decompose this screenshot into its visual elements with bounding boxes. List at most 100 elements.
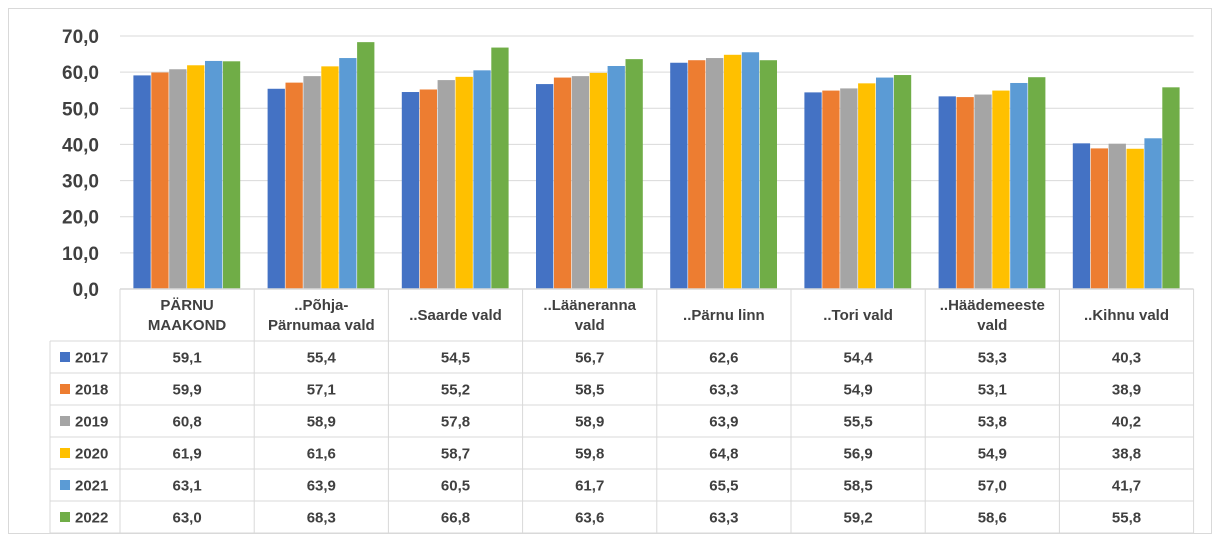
legend-key [60,480,70,490]
data-label: 63,0 [172,510,201,527]
bar [321,66,339,289]
data-label: 53,3 [978,350,1007,367]
data-label: 65,5 [709,478,738,495]
y-tick-label: 50,0 [62,99,99,120]
data-label: 63,9 [709,414,738,431]
y-tick-label: 60,0 [62,63,99,84]
bar [473,70,491,289]
data-label: 53,1 [978,382,1007,399]
bar [419,89,437,290]
data-label: 57,1 [307,382,336,399]
bar [992,90,1010,289]
data-label: 40,3 [1112,350,1141,367]
data-label: 38,9 [1112,382,1141,399]
y-tick-label: 0,0 [73,280,99,301]
bar [205,60,223,290]
data-label: 54,5 [441,350,470,367]
bar [876,77,894,289]
data-label: 58,6 [978,510,1007,527]
data-label: 61,6 [307,446,336,463]
bar [1126,148,1144,289]
legend-label: 2018 [75,382,108,399]
bar [303,76,321,290]
bar [974,94,992,290]
category-label: ..Pärnu linn [683,307,765,324]
bar [1144,138,1162,289]
bar [491,47,509,289]
category-label: PÄRNU [160,297,213,314]
data-label: 59,8 [575,446,604,463]
data-label: 58,9 [575,414,604,431]
data-label: 55,4 [307,350,337,367]
bar [688,60,706,289]
bar [285,82,303,289]
data-label: 66,8 [441,510,470,527]
bar [133,75,151,289]
legend-key [60,448,70,458]
category-label: vald [977,317,1007,334]
data-label: 59,2 [843,510,872,527]
y-tick-label: 40,0 [62,135,99,156]
legend-label: 2022 [75,510,108,527]
category-label: MAAKOND [148,317,226,334]
bar [840,88,858,290]
data-label: 60,5 [441,478,470,495]
category-label: ..Saarde vald [409,307,502,324]
legend-label: 2020 [75,446,108,463]
data-label: 41,7 [1112,478,1141,495]
legend-key [60,352,70,362]
category-label: ..Lääneranna [543,297,636,314]
legend-key [60,416,70,426]
data-label: 68,3 [307,510,336,527]
bar [1072,143,1091,289]
bar [401,92,420,290]
bar [723,54,742,290]
data-label: 54,4 [843,350,873,367]
bar [1028,77,1046,290]
data-label: 53,8 [978,414,1007,431]
data-label: 60,8 [172,414,201,431]
data-label: 63,6 [575,510,604,527]
data-label: 55,5 [843,414,872,431]
bar [455,76,473,289]
bar [267,88,285,289]
bar [822,90,840,289]
bar [589,72,607,289]
bar [357,42,375,289]
data-label: 64,8 [709,446,738,463]
bar [222,61,241,289]
y-tick-label: 30,0 [62,172,99,193]
data-label: 63,1 [172,478,201,495]
bar [625,59,643,290]
bar [956,97,974,290]
data-label: 59,9 [172,382,201,399]
category-label: ..Häädemeeste [940,297,1045,314]
legend-key [60,384,70,394]
y-axis: 0,0 10,0 20,0 30,0 40,0 50,0 60,0 70,0 [62,27,99,301]
data-label: 61,7 [575,478,604,495]
bar [437,80,455,289]
bar [187,65,205,289]
data-label: 55,2 [441,382,470,399]
data-label: 38,8 [1112,446,1141,463]
bar [553,77,572,289]
bar [607,65,625,290]
data-label: 56,7 [575,350,604,367]
category-label: Pärnumaa vald [268,317,375,334]
bar [938,96,956,289]
data-label: 58,9 [307,414,336,431]
data-label: 40,2 [1112,414,1141,431]
category-label: ..Kihnu vald [1084,307,1169,324]
data-label: 57,0 [978,478,1007,495]
category-label: ..Tori vald [823,307,893,324]
data-label: 56,9 [843,446,872,463]
bar [804,92,822,289]
data-label: 58,5 [575,382,604,399]
data-label: 63,3 [709,510,738,527]
data-label: 63,3 [709,382,738,399]
bar [741,52,760,290]
category-label: vald [575,317,605,334]
bar [670,62,688,290]
bar [339,58,357,289]
